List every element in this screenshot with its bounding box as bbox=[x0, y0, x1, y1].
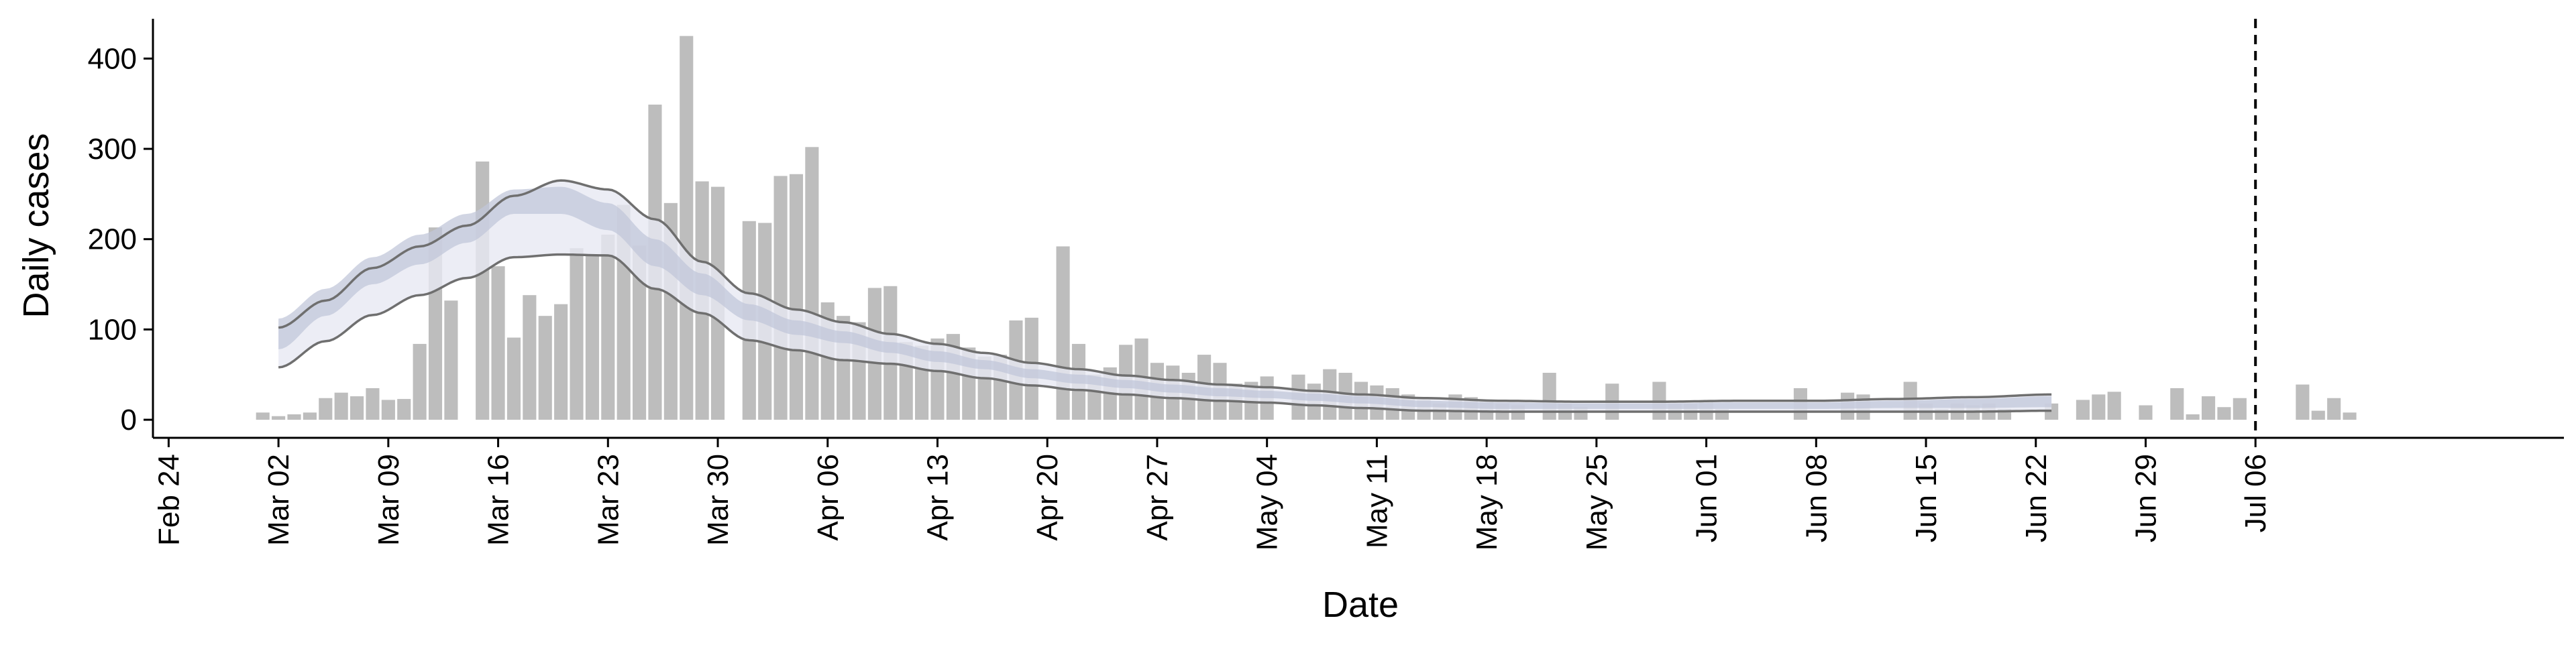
x-tick-label: Jun 22 bbox=[2020, 454, 2053, 542]
daily-case-bar bbox=[491, 266, 505, 420]
daily-case-bar bbox=[2076, 400, 2090, 420]
daily-case-bar bbox=[2201, 396, 2216, 420]
y-tick-label: 300 bbox=[88, 133, 137, 166]
daily-case-bar bbox=[680, 36, 694, 420]
x-tick-label: Apr 20 bbox=[1031, 454, 1064, 541]
x-tick-label: Jun 01 bbox=[1690, 454, 1723, 542]
daily-case-bar bbox=[2092, 394, 2106, 420]
y-tick-label: 100 bbox=[88, 313, 137, 346]
y-tick-label: 0 bbox=[121, 404, 137, 436]
daily-case-bar bbox=[381, 400, 395, 420]
x-tick-label: Jun 15 bbox=[1910, 454, 1943, 542]
y-axis-label: Daily cases bbox=[16, 133, 56, 318]
axes-layer: 0 100 200 300 400 Feb 24 Mar 02 Mar 09 Mar 16 Mar… bbox=[88, 19, 2564, 550]
daily-case-bar bbox=[2233, 398, 2247, 420]
y-tick-label: 200 bbox=[88, 223, 137, 256]
daily-case-bar bbox=[601, 234, 615, 420]
x-tick-label: Mar 23 bbox=[592, 454, 625, 546]
daily-case-bar bbox=[1056, 246, 1070, 420]
daily-case-bar bbox=[2343, 412, 2357, 420]
daily-case-bar bbox=[2107, 392, 2121, 420]
x-tick-label: Jun 08 bbox=[1800, 454, 1833, 542]
daily-case-bar bbox=[2217, 407, 2231, 420]
daily-case-bar bbox=[287, 414, 301, 420]
x-tick-label: May 04 bbox=[1251, 454, 1284, 550]
daily-case-bar bbox=[2186, 414, 2200, 420]
daily-case-bar bbox=[2327, 398, 2341, 420]
daily-case-bar bbox=[476, 161, 490, 420]
x-tick-label: May 11 bbox=[1360, 454, 1393, 548]
x-tick-label: Apr 27 bbox=[1141, 454, 1174, 541]
daily-case-bar bbox=[397, 399, 411, 420]
daily-case-bar bbox=[570, 248, 584, 420]
daily-case-bar bbox=[554, 304, 568, 420]
daily-case-bar bbox=[585, 254, 599, 420]
daily-case-bar bbox=[319, 398, 333, 420]
x-tick-label: Apr 06 bbox=[812, 454, 845, 541]
x-tick-label: Apr 13 bbox=[921, 454, 954, 541]
outer-band-upper-line bbox=[278, 179, 2052, 403]
daily-case-bar bbox=[538, 316, 552, 420]
daily-case-bar bbox=[789, 174, 804, 420]
daily-case-bar bbox=[303, 412, 317, 420]
daily-case-bar bbox=[773, 176, 788, 420]
daily-case-bar bbox=[272, 416, 286, 420]
daily-case-bar bbox=[506, 337, 521, 420]
daily-case-bar bbox=[256, 412, 270, 420]
daily-case-bar bbox=[805, 147, 819, 420]
x-tick-label: Feb 24 bbox=[152, 454, 185, 546]
y-tick-label: 400 bbox=[88, 42, 137, 75]
daily-case-bar bbox=[413, 343, 427, 420]
x-tick-label: May 25 bbox=[1580, 454, 1613, 550]
bands-layer bbox=[278, 179, 2052, 413]
daily-case-bar bbox=[2170, 388, 2184, 420]
x-tick-label: Mar 02 bbox=[262, 454, 295, 546]
daily-case-bar bbox=[366, 388, 380, 420]
daily-case-bar bbox=[2139, 405, 2153, 420]
outer-band-lower-line bbox=[278, 253, 2052, 413]
x-tick-label: Jul 06 bbox=[2239, 454, 2272, 532]
daily-case-bar bbox=[334, 392, 348, 420]
x-axis-label: Date bbox=[1322, 585, 1399, 625]
daily-case-bar bbox=[2311, 410, 2325, 420]
x-tick-label: Mar 30 bbox=[702, 454, 735, 546]
x-tick-label: Mar 09 bbox=[372, 454, 405, 546]
x-tick-label: Mar 16 bbox=[482, 454, 515, 546]
daily-case-bar bbox=[523, 295, 537, 420]
daily-case-bar bbox=[444, 300, 458, 420]
daily-case-bar bbox=[633, 245, 647, 420]
daily-case-bar bbox=[2296, 384, 2310, 420]
x-tick-label: Jun 29 bbox=[2129, 454, 2162, 542]
x-tick-label: May 18 bbox=[1470, 454, 1503, 550]
daily-case-bar bbox=[350, 396, 364, 420]
